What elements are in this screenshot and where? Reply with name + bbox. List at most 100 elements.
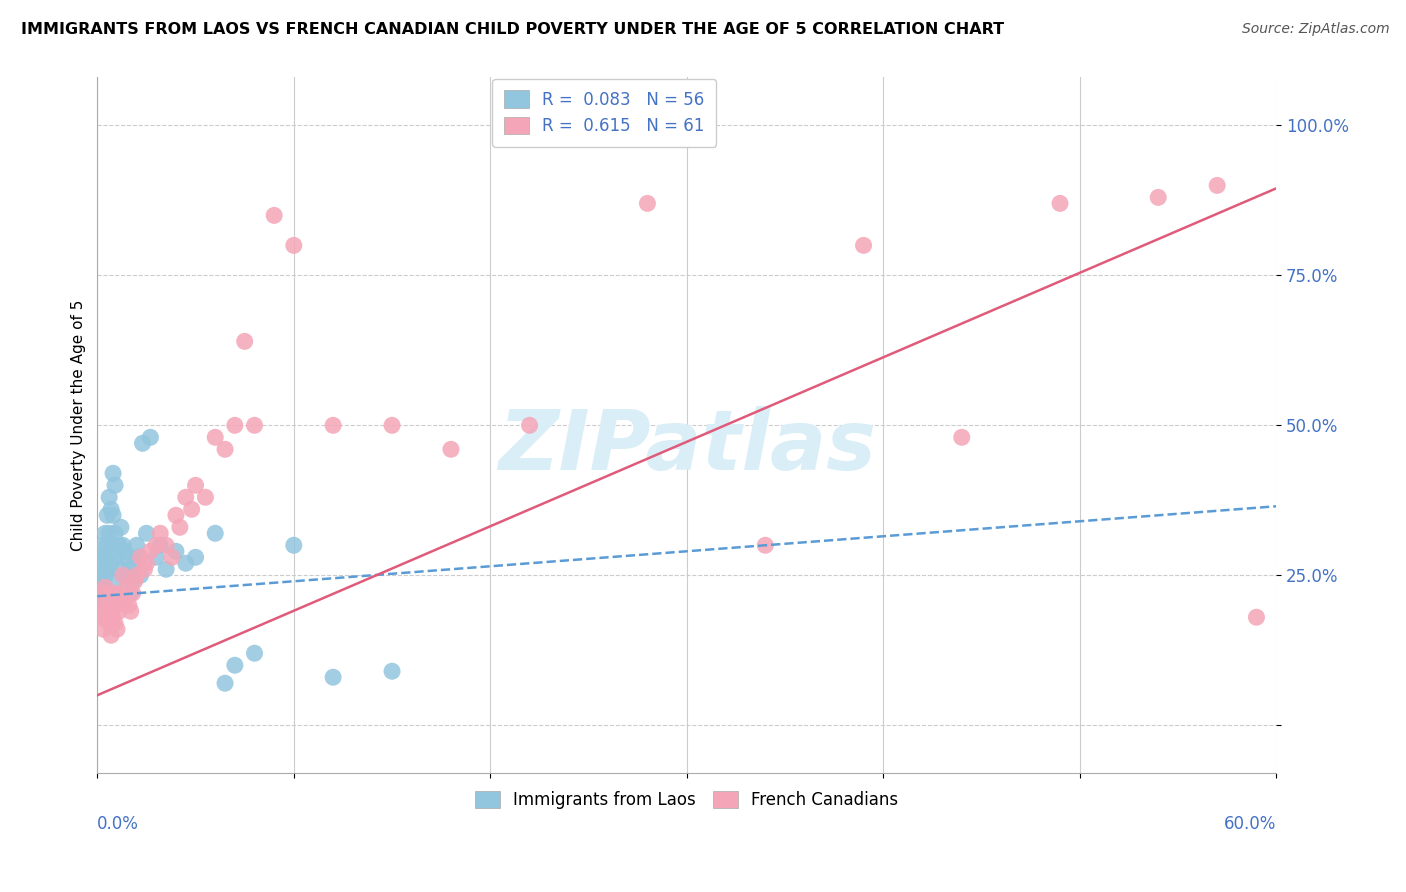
- Point: [131, 436, 153, 450]
- Point: [165, 544, 187, 558]
- Point: [115, 550, 138, 565]
- Point: [169, 520, 191, 534]
- Point: [91, 556, 114, 570]
- Point: [111, 568, 134, 582]
- Point: [101, 467, 124, 481]
- Point: [108, 604, 131, 618]
- Point: [440, 442, 463, 457]
- Point: [180, 502, 202, 516]
- Point: [174, 490, 197, 504]
- Point: [96, 562, 118, 576]
- Point: [108, 562, 131, 576]
- Point: [224, 658, 246, 673]
- Point: [243, 646, 266, 660]
- Point: [149, 526, 172, 541]
- Point: [128, 550, 150, 565]
- Text: IMMIGRANTS FROM LAOS VS FRENCH CANADIAN CHILD POVERTY UNDER THE AGE OF 5 CORRELA: IMMIGRANTS FROM LAOS VS FRENCH CANADIAN …: [21, 22, 1004, 37]
- Point: [118, 599, 141, 613]
- Point: [155, 562, 177, 576]
- Point: [165, 508, 187, 523]
- Point: [89, 599, 111, 613]
- Point: [105, 622, 128, 636]
- Point: [98, 616, 121, 631]
- Point: [114, 544, 136, 558]
- Point: [519, 418, 541, 433]
- Text: 0.0%: 0.0%: [97, 815, 139, 833]
- Point: [111, 538, 134, 552]
- Point: [214, 442, 236, 457]
- Point: [105, 574, 128, 589]
- Point: [91, 599, 114, 613]
- Point: [160, 550, 183, 565]
- Point: [184, 550, 207, 565]
- Point: [96, 508, 118, 523]
- Point: [89, 586, 111, 600]
- Point: [224, 418, 246, 433]
- Point: [98, 490, 121, 504]
- Point: [322, 670, 344, 684]
- Point: [98, 526, 121, 541]
- Text: ZIPatlas: ZIPatlas: [498, 406, 876, 487]
- Point: [114, 592, 136, 607]
- Point: [105, 550, 128, 565]
- Point: [101, 586, 124, 600]
- Point: [90, 574, 112, 589]
- Point: [100, 544, 122, 558]
- Text: 60.0%: 60.0%: [1223, 815, 1277, 833]
- Point: [90, 586, 112, 600]
- Point: [108, 538, 131, 552]
- Point: [101, 610, 124, 624]
- Point: [89, 568, 111, 582]
- Point: [204, 526, 226, 541]
- Legend: Immigrants from Laos, French Canadians: Immigrants from Laos, French Canadians: [464, 779, 910, 821]
- Point: [1049, 196, 1071, 211]
- Point: [139, 430, 162, 444]
- Point: [124, 574, 146, 589]
- Point: [1206, 178, 1229, 193]
- Point: [283, 238, 305, 252]
- Point: [115, 580, 138, 594]
- Point: [91, 622, 114, 636]
- Point: [91, 580, 114, 594]
- Point: [1246, 610, 1268, 624]
- Point: [950, 430, 973, 444]
- Point: [101, 508, 124, 523]
- Point: [204, 430, 226, 444]
- Point: [96, 586, 118, 600]
- Point: [125, 538, 148, 552]
- Point: [110, 520, 132, 534]
- Point: [120, 586, 142, 600]
- Point: [134, 562, 156, 576]
- Point: [96, 538, 118, 552]
- Point: [194, 490, 217, 504]
- Point: [94, 526, 117, 541]
- Point: [322, 418, 344, 433]
- Point: [129, 550, 152, 565]
- Point: [214, 676, 236, 690]
- Point: [98, 592, 121, 607]
- Point: [90, 550, 112, 565]
- Point: [139, 544, 162, 558]
- Point: [1147, 190, 1170, 204]
- Point: [636, 196, 658, 211]
- Point: [90, 592, 112, 607]
- Point: [145, 550, 167, 565]
- Point: [263, 208, 285, 222]
- Point: [184, 478, 207, 492]
- Point: [94, 550, 117, 565]
- Point: [90, 604, 112, 618]
- Point: [121, 586, 143, 600]
- Point: [100, 599, 122, 613]
- Point: [120, 604, 142, 618]
- Point: [754, 538, 776, 552]
- Point: [89, 610, 111, 624]
- Point: [129, 568, 152, 582]
- Point: [149, 538, 172, 552]
- Point: [94, 568, 117, 582]
- Point: [381, 664, 404, 678]
- Point: [94, 610, 117, 624]
- Point: [96, 604, 118, 618]
- Point: [381, 418, 404, 433]
- Point: [104, 526, 127, 541]
- Point: [100, 628, 122, 642]
